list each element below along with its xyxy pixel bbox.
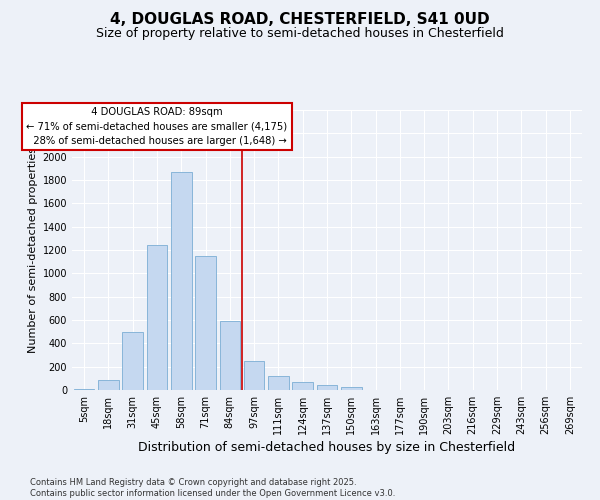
- Bar: [220, 321, 240, 390]
- Bar: [341, 386, 362, 390]
- Bar: [122, 332, 143, 390]
- Text: Size of property relative to semi-detached houses in Chesterfield: Size of property relative to semi-detach…: [96, 28, 504, 40]
- X-axis label: Distribution of semi-detached houses by size in Chesterfield: Distribution of semi-detached houses by …: [139, 441, 515, 454]
- Bar: [317, 385, 337, 390]
- Text: 4 DOUGLAS ROAD: 89sqm  
← 71% of semi-detached houses are smaller (4,175)
  28% : 4 DOUGLAS ROAD: 89sqm ← 71% of semi-deta…: [26, 106, 287, 146]
- Bar: [244, 362, 265, 390]
- Bar: [74, 389, 94, 390]
- Y-axis label: Number of semi-detached properties: Number of semi-detached properties: [28, 147, 38, 353]
- Text: Contains HM Land Registry data © Crown copyright and database right 2025.
Contai: Contains HM Land Registry data © Crown c…: [30, 478, 395, 498]
- Bar: [292, 382, 313, 390]
- Bar: [146, 244, 167, 390]
- Bar: [268, 376, 289, 390]
- Bar: [195, 256, 216, 390]
- Bar: [98, 380, 119, 390]
- Text: 4, DOUGLAS ROAD, CHESTERFIELD, S41 0UD: 4, DOUGLAS ROAD, CHESTERFIELD, S41 0UD: [110, 12, 490, 28]
- Bar: [171, 172, 191, 390]
